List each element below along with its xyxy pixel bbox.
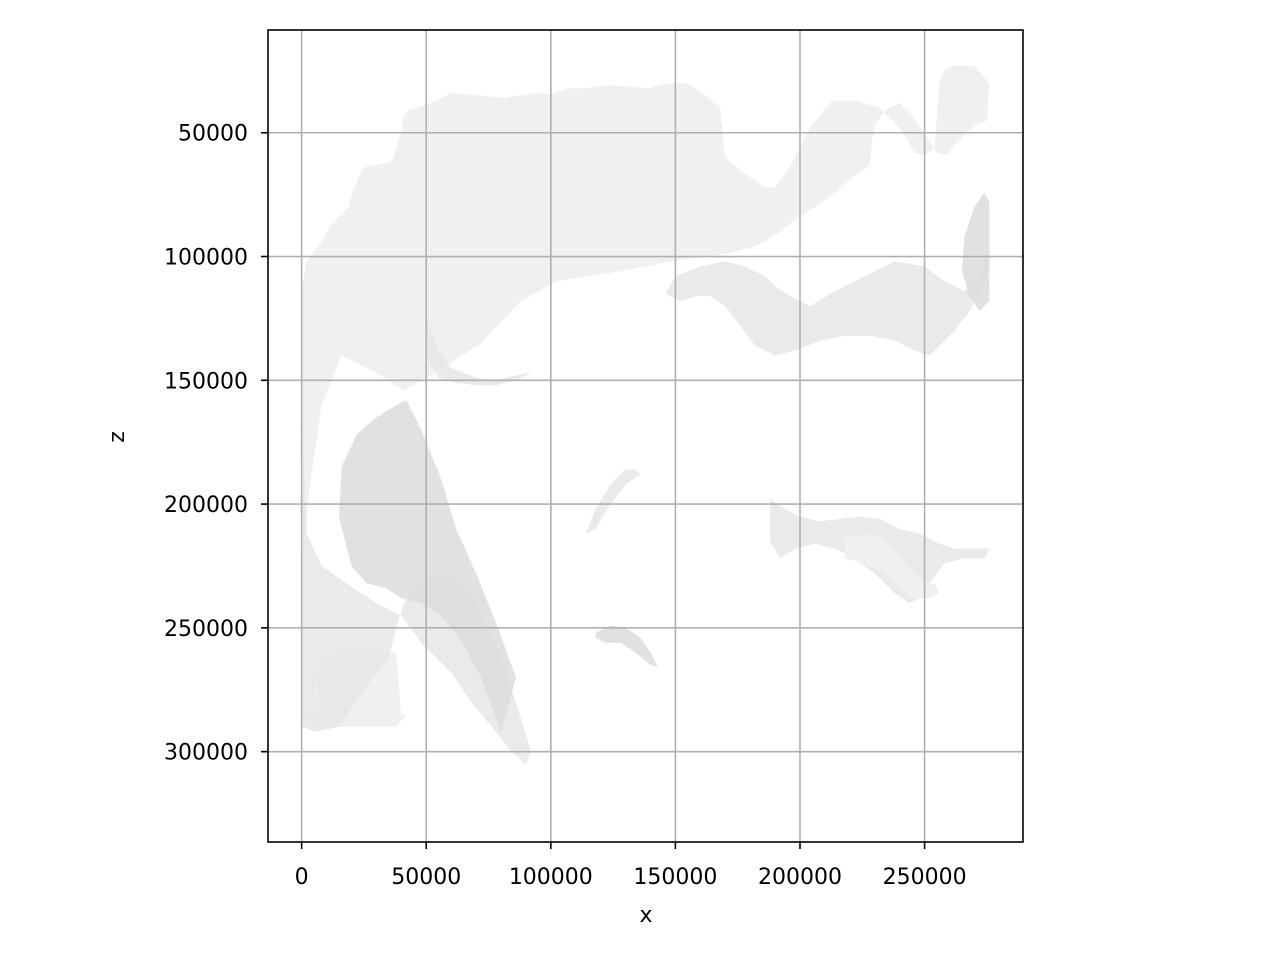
x-tick-label: 200000 (758, 865, 842, 890)
grid-lines (268, 30, 1023, 842)
x-tick-label: 50000 (391, 865, 461, 890)
region-upper-right-shadow (665, 256, 990, 356)
x-tick-label: 250000 (883, 865, 967, 890)
axes-frame (267, 29, 1024, 843)
region-lower-center-dark-fold (595, 625, 658, 668)
y-axis-label: z (105, 431, 130, 443)
y-tick-label: 250000 (164, 617, 248, 642)
region-left-shadow-band (339, 400, 516, 732)
y-tick-label: 100000 (164, 246, 248, 271)
x-axis-ticks: 0 50000 100000 150000 200000 250000 (295, 842, 967, 890)
region-right-edge-strip (962, 192, 990, 311)
y-tick-label: 300000 (164, 741, 248, 766)
y-tick-label: 200000 (164, 493, 248, 518)
surface-regions (301, 65, 990, 764)
region-lower-left-lobe (301, 405, 531, 764)
region-main-body (301, 65, 990, 727)
y-tick-label: 50000 (178, 122, 248, 147)
x-tick-label: 0 (295, 865, 309, 890)
region-center-crescent (585, 469, 641, 534)
x-tick-label: 100000 (509, 865, 593, 890)
x-tick-label: 150000 (633, 865, 717, 890)
y-axis-ticks: 50000 100000 150000 200000 250000 300000 (164, 122, 268, 766)
region-lower-right-tab (844, 533, 940, 599)
x-axis-label: x (639, 903, 652, 928)
y-tick-label: 150000 (164, 369, 248, 394)
